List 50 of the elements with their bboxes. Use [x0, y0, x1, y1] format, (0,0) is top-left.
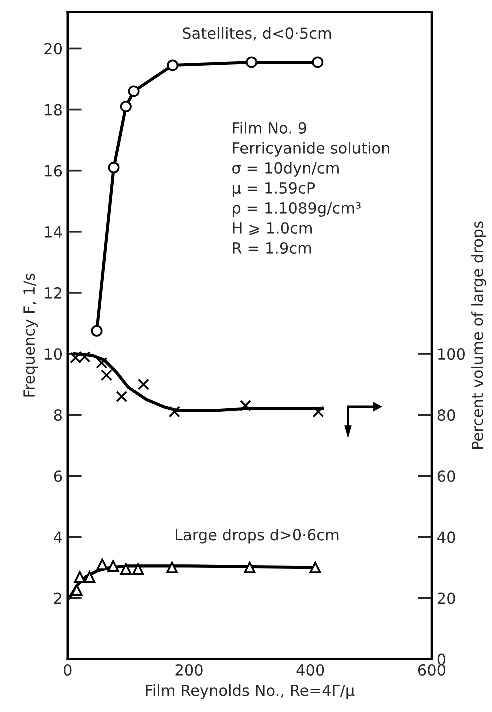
y-tick-label: 2 — [54, 592, 62, 604]
point — [312, 56, 324, 68]
point — [166, 562, 178, 574]
point — [71, 584, 83, 596]
y-axis-title: Frequency F, 1/s — [24, 274, 38, 397]
x-tick-label: 600 — [418, 664, 446, 676]
y2-tick-label: 40 — [438, 532, 456, 544]
x-axis-title: Film Reynolds No., Re=4Γ/μ — [146, 684, 355, 700]
y2-tick-label: 0 — [438, 654, 446, 666]
y-tick-label: 8 — [54, 410, 62, 422]
y2-tick-label: 80 — [438, 410, 456, 422]
y-tick-label: 20 — [44, 43, 62, 55]
y2-tick-label: 100 — [438, 348, 465, 360]
annotation: Large drops d>0·6cm — [176, 528, 339, 544]
point — [100, 370, 112, 382]
point — [91, 325, 103, 337]
x-tick-label: 400 — [296, 664, 324, 676]
annotation: Satellites, d<0·5cm — [183, 27, 332, 41]
point — [168, 406, 180, 418]
point — [312, 406, 324, 418]
annotation: Film No. 9 Ferricyanide solution σ = 10dyn/cm μ = 1.59cP ρ = 1.1089g/cm³ H ⩾ 1.0cm R = 1.9cm — [232, 122, 390, 254]
point — [120, 100, 132, 113]
y-tick-label: 16 — [45, 165, 62, 177]
x-tick-label: 200 — [176, 664, 203, 676]
y-tick-label: 6 — [54, 470, 62, 482]
point — [128, 86, 140, 98]
point — [96, 357, 108, 369]
y-tick-label: 12 — [45, 287, 62, 299]
point — [84, 571, 96, 583]
point — [108, 162, 120, 174]
point — [138, 378, 150, 390]
y-tick-label: 18 — [45, 104, 62, 116]
point — [120, 563, 132, 576]
point — [132, 563, 144, 576]
point — [74, 571, 86, 583]
y-tick-label: 4 — [54, 532, 62, 543]
y-tick-label: 10 — [45, 348, 62, 360]
y2-tick-label: 60 — [438, 470, 456, 482]
y2-tick-label: 20 — [438, 592, 456, 604]
point — [167, 60, 179, 72]
y-tick-label: 14 — [45, 226, 62, 238]
point — [244, 562, 256, 574]
point — [108, 560, 120, 572]
point — [96, 558, 108, 570]
point — [246, 56, 258, 68]
point — [116, 391, 128, 403]
y2-axis-title: Percent volume of large drops — [472, 222, 486, 449]
point — [310, 562, 322, 574]
x-tick-label: 0 — [64, 664, 72, 676]
point — [240, 400, 252, 412]
